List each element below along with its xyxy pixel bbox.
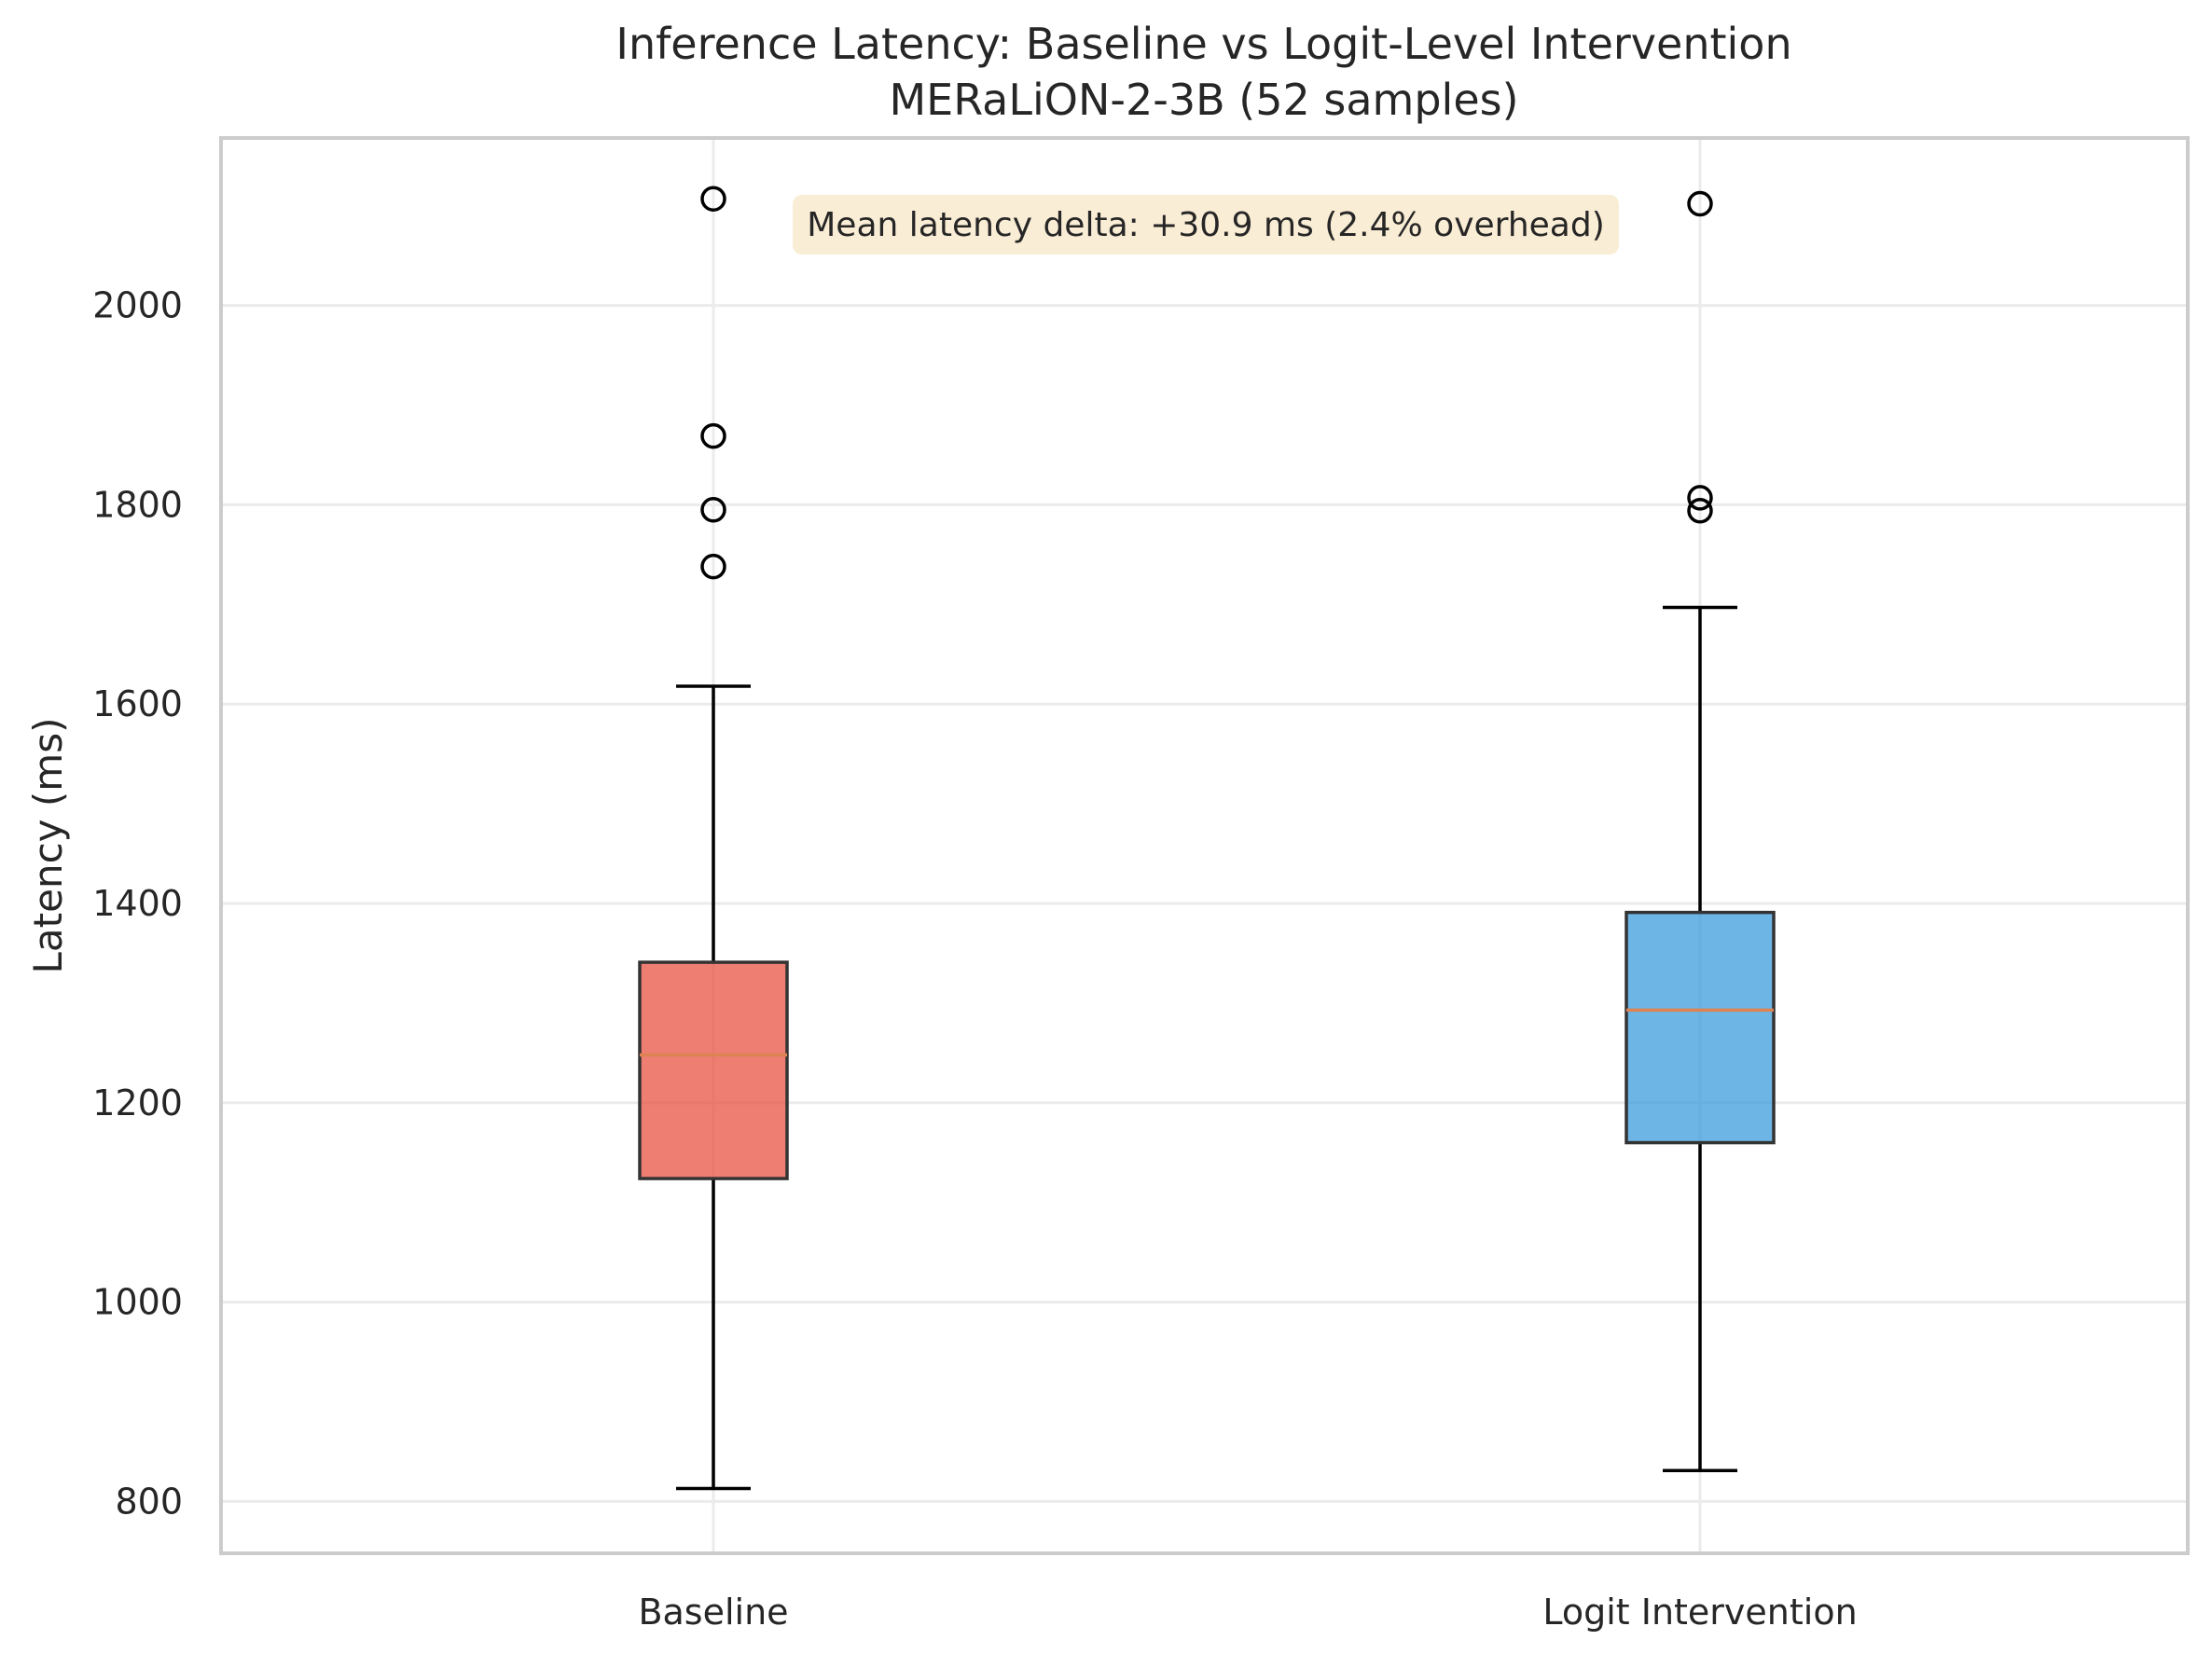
outlier-point	[700, 186, 726, 212]
box-iqr	[638, 960, 789, 1180]
y-tick-label: 800	[115, 1481, 183, 1522]
x-tick-label: Baseline	[638, 1592, 788, 1633]
outlier-point	[1687, 190, 1713, 217]
outlier-point	[700, 422, 726, 449]
annotation-box: Mean latency delta: +30.9 ms (2.4% overh…	[793, 195, 1619, 255]
y-tick-label: 1600	[92, 683, 183, 724]
outlier-point	[700, 553, 726, 580]
outlier-point	[1687, 485, 1713, 511]
x-tick-label: Logit Intervention	[1542, 1592, 1857, 1633]
y-tick-label: 1200	[92, 1082, 183, 1123]
y-tick-label: 1400	[92, 883, 183, 924]
box-iqr	[1624, 910, 1776, 1145]
box-group	[638, 186, 789, 1491]
annotation-text: Mean latency delta: +30.9 ms (2.4% overh…	[807, 206, 1605, 244]
y-tick-label: 1000	[92, 1282, 183, 1323]
y-axis-label: Latency (ms)	[25, 718, 71, 974]
y-tick-labels: 800 1000 1200 1400 1600 1800 2000	[92, 285, 183, 1523]
chart-subtitle: MERaLiON-2-3B (52 samples)	[889, 75, 1518, 125]
chart-title: Inference Latency: Baseline vs Logit-Lev…	[615, 19, 1791, 69]
x-tick-labels: Baseline Logit Intervention	[638, 1592, 1857, 1633]
plot-background	[221, 138, 2188, 1553]
box-series	[638, 186, 1776, 1491]
y-tick-label: 2000	[92, 285, 183, 326]
outlier-point	[700, 496, 726, 523]
annotation-background	[793, 195, 1619, 255]
outlier-point	[1687, 498, 1713, 524]
plot-frame	[219, 136, 2190, 1555]
y-tick-label: 1800	[92, 484, 183, 525]
box-group	[1624, 190, 1776, 1473]
